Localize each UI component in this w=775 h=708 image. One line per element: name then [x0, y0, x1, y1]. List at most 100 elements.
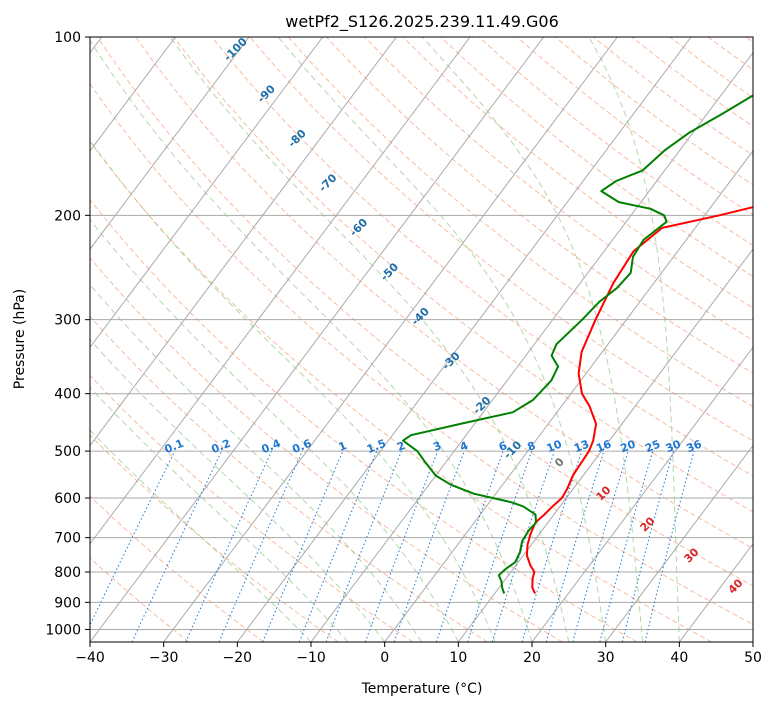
plot-area: 0.1 0.2 0.4 0.6 1 1.5 2 3 4 6 8 10 13 16 20 25 30 36 -100…: [90, 35, 753, 642]
mixing-ratio-label: 25: [643, 438, 662, 456]
y-tick-label: 400: [54, 387, 81, 403]
x-tick-label: 0: [380, 650, 389, 666]
x-tick-label: −20: [223, 650, 253, 666]
dry-adiabat-line: [440, 37, 753, 278]
dry-adiabat-label: -80: [286, 127, 309, 150]
x-axis-ticks: −40 −30 −20 −10 0 10 20 30 40 50: [75, 642, 762, 666]
moist-adiabat-line: [90, 218, 459, 642]
x-tick-label: 40: [670, 650, 688, 666]
dry-adiabats: [90, 37, 753, 642]
isotherm-line: [605, 444, 753, 642]
dry-adiabat-line: [90, 257, 563, 642]
x-tick-label: 10: [449, 650, 467, 666]
mixing-ratio-line: [572, 450, 629, 642]
mixing-ratio-label: 20: [618, 437, 637, 455]
dry-adiabat-label: -20: [470, 394, 493, 417]
mixing-ratio-label: 36: [685, 437, 704, 455]
isotherm-line: [236, 37, 692, 642]
dry-adiabat-line: [745, 37, 753, 43]
dry-adiabat-line: [554, 37, 753, 186]
dry-adiabat-line: [173, 37, 753, 513]
mixing-ratio-label: 0.6: [290, 437, 313, 456]
mixing-ratio-label: 0.4: [260, 437, 283, 456]
y-tick-label: 300: [54, 313, 81, 329]
isotherm-line: [531, 346, 753, 642]
x-tick-label: 20: [523, 650, 541, 666]
moist-adiabat-line: [90, 283, 422, 642]
dry-adiabat-label: -50: [378, 260, 401, 283]
isotherm-line: [384, 150, 753, 642]
dry-adiabat-line: [478, 37, 753, 246]
mixing-ratio-line: [131, 450, 223, 642]
dry-adiabat-line: [325, 37, 753, 374]
mixing-ratio-line: [185, 450, 272, 642]
moist-adiabat-line: [421, 37, 643, 642]
dry-adiabat-label: -100: [221, 35, 250, 64]
isotherm-line: [457, 248, 753, 642]
y-tick-label: 800: [54, 565, 81, 581]
moist-adiabat-line: [90, 386, 349, 642]
dry-adiabat-line: [96, 37, 753, 587]
profile-series: [402, 94, 753, 595]
dry-adiabat-line: [707, 37, 753, 71]
mixing-ratio-line: [393, 450, 465, 642]
moist-adiabat-line: [90, 139, 496, 642]
chart-title: wetPf2_S126.2025.239.11.49.G06: [285, 12, 559, 32]
y-tick-label: 700: [54, 531, 81, 547]
isotherm-line: [752, 641, 753, 642]
mixing-ratio-label: 2: [395, 439, 407, 454]
mixing-ratio-line: [491, 450, 555, 642]
y-tick-label: 100: [54, 30, 81, 46]
temperature-line: [525, 206, 753, 595]
dry-adiabat-line: [211, 37, 753, 477]
dry-adiabat-line: [249, 37, 753, 442]
mixing-ratio-label: 3: [431, 439, 443, 454]
moist-adiabat-label: 30: [682, 545, 702, 565]
isotherm-line: [90, 37, 545, 642]
plot-frame: [89, 36, 754, 643]
dewpoint-line: [402, 94, 753, 594]
x-axis-label: Temperature (°C): [361, 681, 483, 697]
mixing-ratio-line: [435, 450, 504, 642]
isotherm-line: [90, 37, 250, 250]
y-axis-ticks: 100 200 300 400 500 600 700 800 900 1000: [45, 30, 90, 638]
moist-adiabat-label: 10: [594, 483, 614, 503]
x-tick-label: 30: [597, 650, 615, 666]
moist-adiabats: [90, 37, 680, 642]
isobars: [90, 37, 753, 630]
y-tick-label: 1000: [45, 622, 81, 638]
dry-adiabat-label: -60: [347, 216, 370, 239]
y-tick-label: 600: [54, 491, 81, 507]
mixing-ratio-line: [325, 450, 402, 642]
isotherm-line: [90, 37, 471, 545]
mixing-ratio-line: [644, 450, 695, 642]
mixing-ratio-label: 30: [664, 437, 683, 455]
y-tick-label: 900: [54, 595, 81, 611]
dry-adiabat-line: [90, 198, 638, 642]
mixing-ratio-line: [521, 450, 583, 642]
dry-adiabat-line: [364, 37, 753, 341]
moist-adiabat-line: [277, 37, 607, 642]
moist-adiabat-line: [169, 37, 570, 642]
dry-adiabat-line: [90, 140, 712, 642]
mixing-ratio-line: [90, 450, 176, 626]
isotherm-line: [90, 37, 324, 349]
mixing-ratio-label: 1: [337, 439, 349, 454]
mixing-ratio-line: [298, 450, 378, 642]
mixing-ratio-label: 0.1: [163, 437, 186, 456]
mixing-ratio-line: [262, 450, 344, 642]
moist-adiabat-line: [90, 39, 533, 642]
x-tick-label: −40: [75, 650, 105, 666]
moist-adiabat-label: 40: [726, 576, 746, 596]
dry-adiabat-label: -90: [255, 82, 278, 105]
isotherms: [90, 37, 753, 642]
mixing-ratio-label: 4: [458, 439, 470, 454]
dry-adiabat-line: [402, 37, 753, 309]
mixing-ratio-label: 13: [572, 438, 591, 456]
mixing-ratio-line: [364, 450, 439, 642]
dry-adiabat-label: -70: [316, 171, 339, 194]
dry-adiabat-line: [90, 434, 339, 642]
mixing-ratio-label: 16: [594, 437, 613, 455]
